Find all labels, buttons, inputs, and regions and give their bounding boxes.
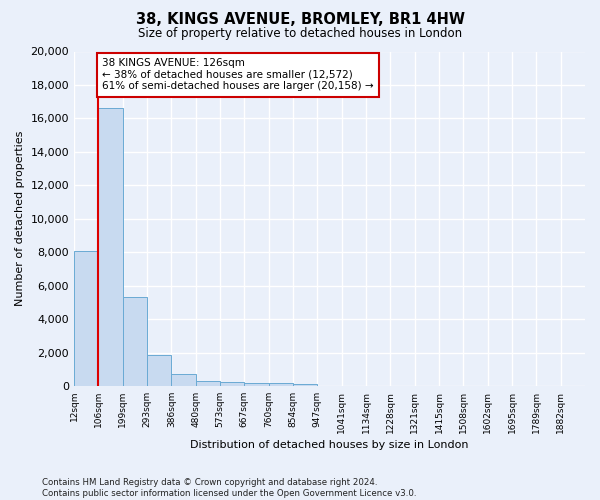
Y-axis label: Number of detached properties: Number of detached properties [15, 131, 25, 306]
Bar [293, 384, 317, 386]
Text: Size of property relative to detached houses in London: Size of property relative to detached ho… [138, 28, 462, 40]
Text: 38, KINGS AVENUE, BROMLEY, BR1 4HW: 38, KINGS AVENUE, BROMLEY, BR1 4HW [136, 12, 464, 28]
Bar [269, 383, 293, 386]
X-axis label: Distribution of detached houses by size in London: Distribution of detached houses by size … [190, 440, 469, 450]
Bar [196, 380, 220, 386]
Bar [220, 382, 244, 386]
Text: Contains HM Land Registry data © Crown copyright and database right 2024.
Contai: Contains HM Land Registry data © Crown c… [42, 478, 416, 498]
Bar [74, 250, 98, 386]
Bar [172, 374, 196, 386]
Bar [147, 355, 172, 386]
Bar [98, 108, 123, 386]
Text: 38 KINGS AVENUE: 126sqm
← 38% of detached houses are smaller (12,572)
61% of sem: 38 KINGS AVENUE: 126sqm ← 38% of detache… [102, 58, 374, 92]
Bar [244, 382, 269, 386]
Bar [123, 298, 147, 386]
